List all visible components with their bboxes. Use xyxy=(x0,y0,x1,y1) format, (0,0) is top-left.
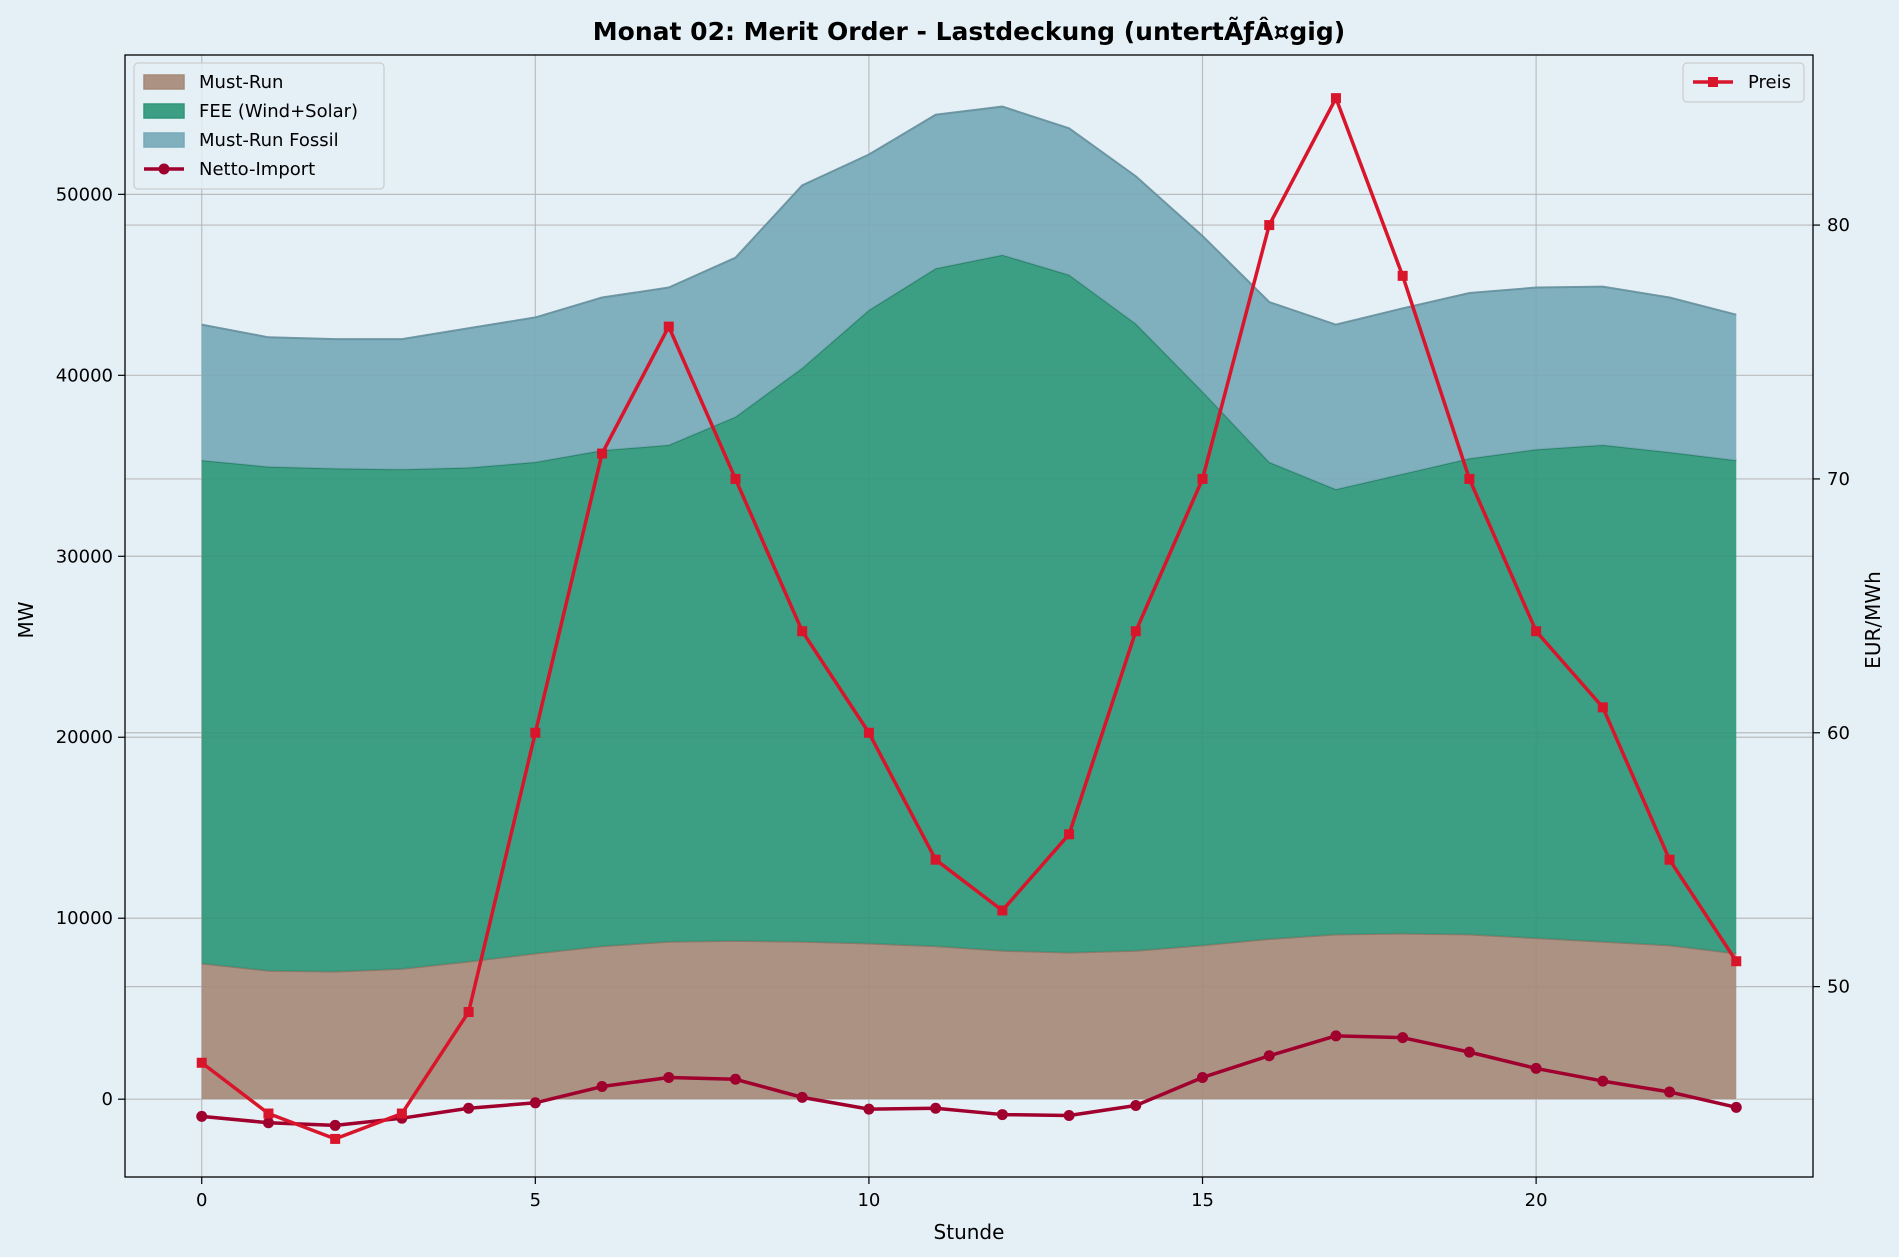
x-tick-label: 20 xyxy=(1525,1190,1548,1211)
y2-tick-label: 60 xyxy=(1827,723,1850,744)
y-tick-label: 20000 xyxy=(56,727,113,748)
series-line-1 xyxy=(200,96,1738,1141)
series-point xyxy=(262,1117,274,1129)
series-point xyxy=(1664,854,1675,865)
series-point xyxy=(1197,473,1208,484)
legend-marker xyxy=(158,163,170,175)
series-point xyxy=(463,1007,474,1017)
series-point xyxy=(1397,1032,1409,1044)
legend-label: Must-Run Fossil xyxy=(199,130,339,151)
series-point xyxy=(596,1081,608,1093)
series-line-0 xyxy=(201,1034,1737,1128)
series-point xyxy=(1064,829,1075,840)
series-markers xyxy=(196,93,1742,1144)
series-point xyxy=(1664,1086,1676,1098)
series-point xyxy=(1263,1050,1275,1062)
x-tick-label: 5 xyxy=(530,1190,541,1211)
series-point xyxy=(396,1108,407,1119)
series-point xyxy=(797,626,808,637)
series-point xyxy=(1731,956,1742,967)
series-point xyxy=(996,1109,1008,1121)
series-point xyxy=(196,1057,207,1068)
series-point xyxy=(1730,1101,1742,1113)
y-axis-label: MW xyxy=(14,601,38,638)
series-point xyxy=(196,1110,208,1122)
y-tick-label: 50000 xyxy=(56,184,113,205)
series-point xyxy=(330,1133,341,1144)
series-point xyxy=(1463,1046,1475,1058)
area-0 xyxy=(201,933,1737,1100)
series-point xyxy=(1597,1075,1609,1087)
series-point xyxy=(930,854,941,865)
legend-label: FEE (Wind+Solar) xyxy=(199,101,358,122)
legend-box xyxy=(1682,62,1805,103)
series-point xyxy=(1464,473,1475,484)
series-point xyxy=(930,1102,942,1114)
legend-swatch xyxy=(143,132,185,148)
y2-axis-label: EUR/MWh xyxy=(1861,571,1885,669)
legend-swatch xyxy=(143,74,185,90)
series-point xyxy=(329,1119,341,1131)
area-edge-2 xyxy=(201,105,1737,341)
legend-marker xyxy=(1708,77,1718,87)
line-series xyxy=(200,96,1738,1141)
series-point xyxy=(796,1091,808,1103)
series-point xyxy=(997,905,1008,916)
series-point xyxy=(663,321,674,332)
series-point xyxy=(597,448,608,459)
legend-label: Must-Run xyxy=(199,72,283,93)
area-1 xyxy=(201,254,1737,972)
x-axis-label: Stunde xyxy=(934,1220,1005,1244)
series-point xyxy=(730,473,741,484)
y2-tick-label: 80 xyxy=(1827,215,1850,236)
legend-left: Must-Run FEE (Wind+Solar) Must-Run Fossil N… xyxy=(133,62,385,190)
series-point xyxy=(1130,1100,1142,1112)
series-point xyxy=(663,1071,675,1083)
series-point xyxy=(529,1097,541,1109)
legend-box xyxy=(133,62,385,190)
series-point xyxy=(1197,1071,1209,1083)
legend-label: Preis xyxy=(1748,72,1791,93)
series-point xyxy=(1597,702,1608,713)
x-tick-label: 10 xyxy=(857,1190,880,1211)
x-tick-label: 15 xyxy=(1191,1190,1214,1211)
stacked-areas xyxy=(201,105,1737,1100)
y-tick-label: 40000 xyxy=(56,365,113,386)
series-point xyxy=(263,1108,274,1119)
series-point xyxy=(530,727,541,738)
series-point xyxy=(1330,93,1341,104)
series-point xyxy=(1531,626,1542,637)
legend-swatch xyxy=(143,103,185,119)
plot-frame xyxy=(124,54,1814,1178)
series-point xyxy=(1330,1030,1342,1042)
series-point xyxy=(1264,220,1275,231)
y-tick-label: 10000 xyxy=(56,908,113,929)
legend-label: Netto-Import xyxy=(199,159,315,180)
series-point xyxy=(463,1102,475,1114)
series-point xyxy=(1530,1062,1542,1074)
series-point xyxy=(1063,1109,1075,1121)
y-tick-label: 0 xyxy=(102,1089,113,1110)
series-point xyxy=(1397,270,1408,281)
series-point xyxy=(863,727,874,738)
x-tick-label: 0 xyxy=(196,1190,207,1211)
series-point xyxy=(863,1103,875,1115)
y2-tick-label: 50 xyxy=(1827,977,1850,998)
area-2 xyxy=(201,106,1737,490)
chart-title: Monat 02: Merit Order - Lastdeckung (unt… xyxy=(593,17,1345,46)
series-point xyxy=(1130,626,1141,637)
y2-tick-label: 70 xyxy=(1827,469,1850,490)
series-point xyxy=(729,1073,741,1085)
legend-right: Preis xyxy=(1682,62,1805,103)
axis-ticks: 0 5 10 15 20 0 10000 20000 30000 40000 50000 50 60 70… xyxy=(56,184,1850,1211)
y-tick-label: 30000 xyxy=(56,546,113,567)
